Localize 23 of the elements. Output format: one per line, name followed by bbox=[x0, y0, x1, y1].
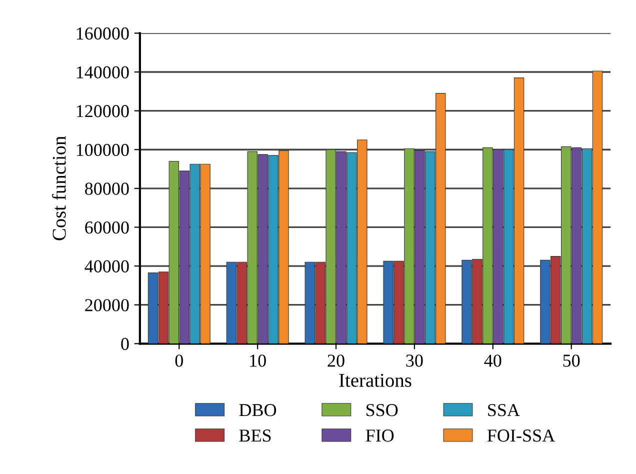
x-tick-label: 40 bbox=[484, 354, 502, 367]
legend-label: SSA bbox=[488, 404, 520, 416]
x-tick-label: 10 bbox=[250, 354, 266, 367]
legend-label: DBO bbox=[239, 404, 276, 416]
x-axis-title: Iterations bbox=[339, 374, 412, 387]
y-tick-label: 100000 bbox=[76, 144, 129, 156]
y-tick-label: 120000 bbox=[76, 105, 129, 118]
y-tick-label: 140000 bbox=[76, 66, 129, 78]
legend-label: SSO bbox=[366, 404, 398, 416]
y-axis-title: Cost function bbox=[52, 136, 66, 240]
y-tick-label: 160000 bbox=[76, 27, 129, 40]
x-tick-label: 50 bbox=[563, 354, 580, 367]
y-tick-label: 40000 bbox=[84, 260, 129, 272]
y-tick-label: 0 bbox=[121, 338, 129, 350]
legend-label: FIO bbox=[366, 430, 394, 442]
legend-label: BES bbox=[239, 430, 271, 442]
y-tick-label: 80000 bbox=[85, 182, 129, 195]
x-tick-label: 0 bbox=[175, 354, 183, 367]
legend-label: FOI-SSA bbox=[487, 430, 555, 442]
x-tick-label: 30 bbox=[406, 354, 423, 367]
x-tick-label: 20 bbox=[328, 354, 344, 367]
y-tick-label: 20000 bbox=[85, 299, 129, 312]
y-tick-label: 60000 bbox=[85, 221, 129, 234]
